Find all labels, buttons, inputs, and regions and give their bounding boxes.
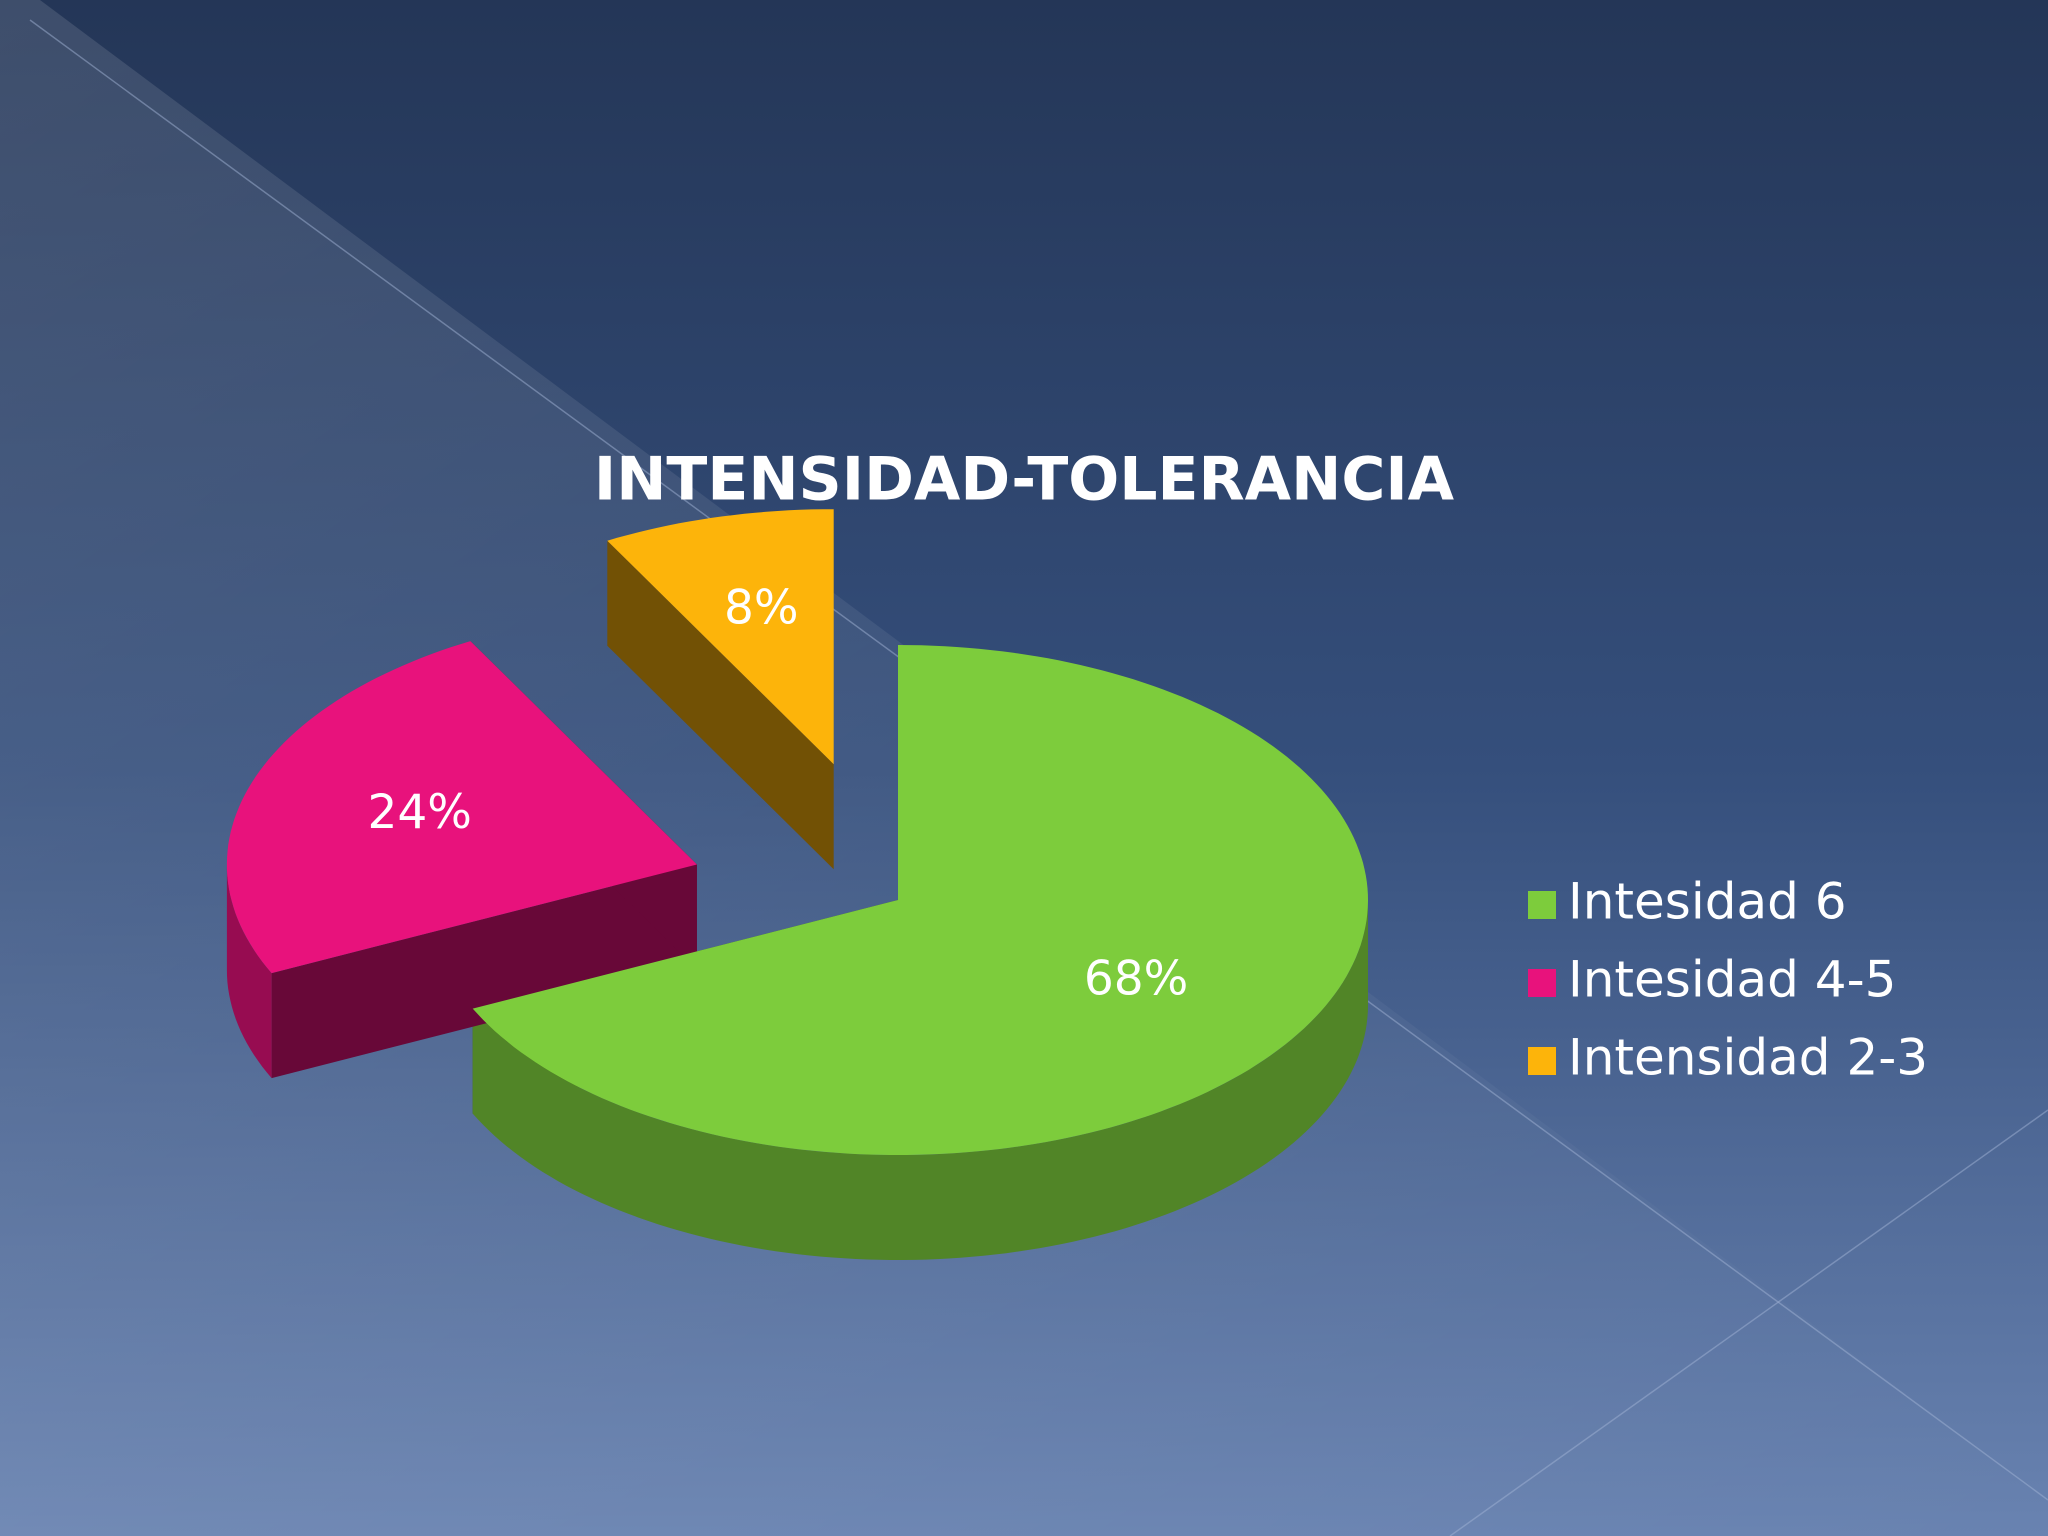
slice-side xyxy=(607,540,834,870)
slice-wall xyxy=(472,900,1368,1260)
legend-label: Intensidad 2-3 xyxy=(1568,1029,1928,1087)
legend-label: Intesidad 4-5 xyxy=(1568,951,1896,1009)
data-label: 68% xyxy=(1084,951,1188,1006)
slice-wall xyxy=(226,864,272,1079)
slice-side xyxy=(271,864,697,1079)
decor-line xyxy=(1449,1109,2048,1536)
slice xyxy=(226,641,697,974)
slice xyxy=(607,509,834,765)
legend-swatch xyxy=(1528,1047,1556,1075)
legend-label: Intesidad 6 xyxy=(1568,873,1847,931)
data-label: 8% xyxy=(724,581,799,636)
slice xyxy=(472,645,1368,1155)
legend-swatch xyxy=(1528,891,1556,919)
legend-swatch xyxy=(1528,969,1556,997)
chart-title: INTENSIDAD-TOLERANCIA xyxy=(594,445,1455,515)
data-label: 24% xyxy=(367,785,471,840)
